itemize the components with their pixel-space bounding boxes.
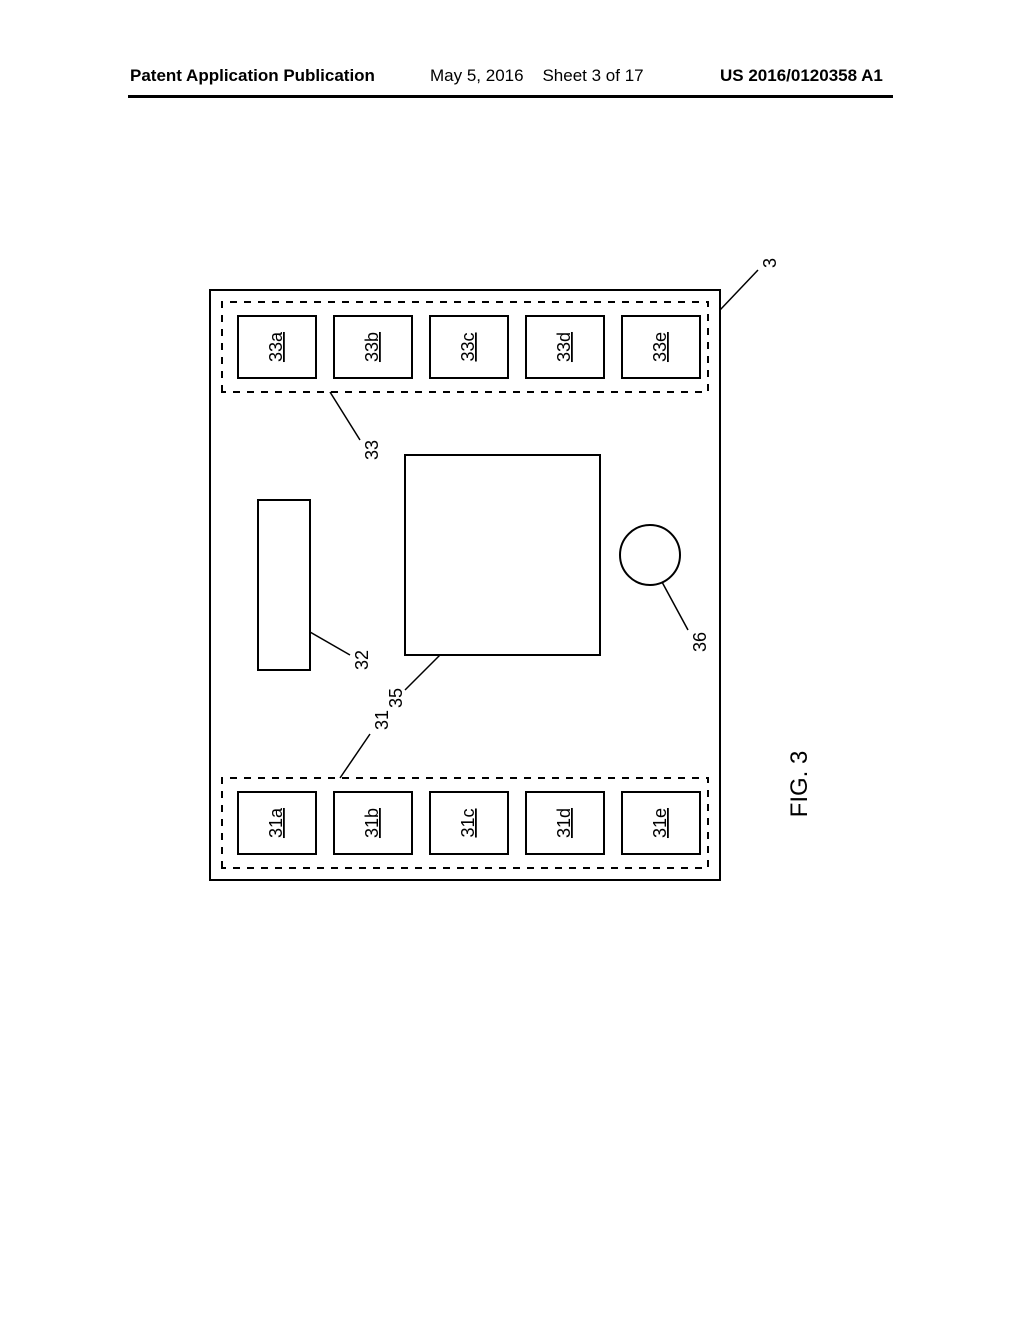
figure-svg: 31a 31b 31c 31d 31e 33a 33b 33c 33d 33e …: [190, 250, 830, 920]
date-sheet: May 5, 2016 Sheet 3 of 17: [430, 66, 644, 86]
header-rule: [128, 95, 893, 98]
label-33d: 33d: [554, 332, 574, 362]
ref-33: 33: [362, 440, 382, 460]
ref-32: 32: [352, 650, 372, 670]
ref-36: 36: [690, 632, 710, 652]
page: Patent Application Publication May 5, 20…: [0, 0, 1024, 1320]
label-33e: 33e: [650, 332, 670, 362]
label-31e: 31e: [650, 808, 670, 838]
ref-3: 3: [760, 258, 780, 268]
label-31b: 31b: [362, 808, 382, 838]
label-33b: 33b: [362, 332, 382, 362]
header-sheet: Sheet 3 of 17: [542, 66, 643, 85]
publication-number: US 2016/0120358 A1: [720, 66, 883, 86]
label-31c: 31c: [458, 808, 478, 837]
label-31a: 31a: [266, 807, 286, 838]
label-33c: 33c: [458, 332, 478, 361]
publication-label: Patent Application Publication: [130, 66, 375, 86]
figure-caption: FIG. 3: [786, 734, 814, 834]
header-date: May 5, 2016: [430, 66, 524, 85]
label-31d: 31d: [554, 808, 574, 838]
page-header: Patent Application Publication May 5, 20…: [0, 66, 1024, 96]
figure-3: 31a 31b 31c 31d 31e 33a 33b 33c 33d 33e …: [190, 250, 830, 920]
ref-31: 31: [372, 710, 392, 730]
ref-35: 35: [386, 688, 406, 708]
label-33a: 33a: [266, 331, 286, 362]
